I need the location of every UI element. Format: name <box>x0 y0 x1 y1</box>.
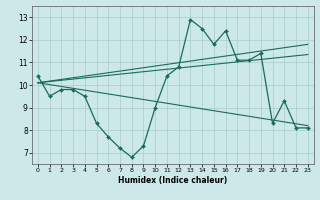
X-axis label: Humidex (Indice chaleur): Humidex (Indice chaleur) <box>118 176 228 185</box>
